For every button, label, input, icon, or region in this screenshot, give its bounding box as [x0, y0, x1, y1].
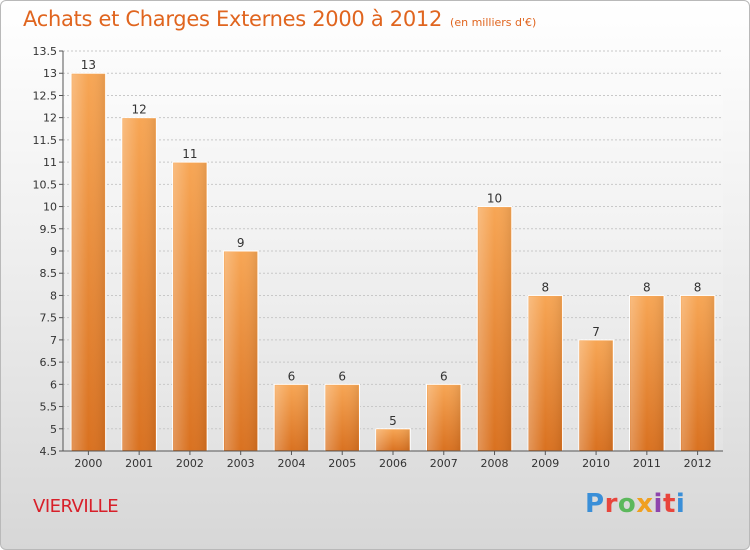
bar-shine-2010 — [579, 340, 613, 450]
x-tick-label-2010: 2010 — [582, 457, 610, 470]
y-tick-label: 11.5 — [33, 134, 58, 147]
y-tick-label: 7 — [50, 334, 57, 347]
bar-shine-2004 — [275, 385, 308, 450]
value-label-2003: 9 — [237, 236, 245, 250]
proxiti-logo[interactable]: Proxiti — [585, 489, 686, 519]
axis-layer: 4.5 5 5.5 6 6.5 7 7.5 8 8.5 9 9.5 10 10.5 11 11.5 12 12.… — [33, 45, 723, 470]
y-tick-label: 6.5 — [40, 356, 58, 369]
bars-layer — [70, 72, 716, 452]
y-tick-label: 10 — [43, 201, 57, 214]
x-tick-label-2003: 2003 — [227, 457, 255, 470]
x-tick-label-2001: 2001 — [125, 457, 153, 470]
y-tick-label: 7.5 — [40, 312, 58, 325]
value-label-2010: 7 — [592, 325, 600, 339]
x-tick-label-2006: 2006 — [379, 457, 407, 470]
value-label-2001: 12 — [132, 103, 147, 117]
y-tick-label: 13.5 — [33, 45, 58, 58]
x-tick-label-2009: 2009 — [531, 457, 559, 470]
value-label-2004: 6 — [288, 369, 296, 383]
place-name: VIERVILLE — [33, 496, 119, 517]
value-label-2011: 8 — [643, 280, 651, 294]
grid-layer — [63, 50, 723, 452]
x-tick-label-2008: 2008 — [481, 457, 509, 470]
bar-shine-2012 — [681, 296, 714, 450]
value-label-2005: 6 — [338, 369, 346, 383]
value-label-2012: 8 — [694, 280, 702, 294]
bar-shine-2003 — [224, 252, 257, 450]
labels-layer: 13 12 11 9 6 6 5 6 10 8 7 8 8 — [81, 58, 702, 428]
bar-shine-2000 — [72, 74, 105, 450]
y-tick-label: 5.5 — [40, 401, 58, 414]
bar-shine-2002 — [173, 163, 207, 450]
x-tick-label-2012: 2012 — [684, 457, 712, 470]
y-tick-label: 12.5 — [33, 89, 58, 102]
x-tick-label-2011: 2011 — [633, 457, 661, 470]
y-tick-label: 4.5 — [40, 445, 58, 458]
bar-shine-2008 — [478, 207, 511, 450]
x-tick-label-2007: 2007 — [430, 457, 458, 470]
y-tick-label: 11 — [43, 156, 57, 169]
bar-shine-2001 — [122, 118, 156, 451]
x-tick-label-2002: 2002 — [176, 457, 204, 470]
chart-title-text: Achats et Charges Externes 2000 à 2012 — [23, 7, 443, 31]
value-label-2006: 5 — [389, 414, 397, 428]
y-tick-label: 8 — [50, 289, 57, 302]
x-tick-label-2005: 2005 — [328, 457, 356, 470]
x-tick-label-2004: 2004 — [277, 457, 305, 470]
bar-shine-2006 — [376, 429, 410, 450]
y-tick-label: 9 — [50, 245, 57, 258]
y-tick-label: 5 — [50, 423, 57, 436]
bar-shine-2007 — [427, 385, 461, 450]
value-label-2000: 13 — [81, 58, 96, 72]
bar-shine-2009 — [529, 296, 562, 450]
bar-shine-2005 — [325, 385, 359, 450]
value-label-2009: 8 — [541, 280, 549, 294]
x-tick-label-2000: 2000 — [74, 457, 102, 470]
chart-subtitle: (en milliers d'€) — [450, 16, 537, 29]
value-label-2007: 6 — [440, 369, 448, 383]
y-tick-label: 13 — [43, 67, 57, 80]
y-tick-label: 10.5 — [33, 178, 58, 191]
bar-shine-2011 — [630, 296, 664, 450]
y-tick-label: 8.5 — [40, 267, 58, 280]
value-label-2002: 11 — [182, 147, 197, 161]
y-tick-label: 12 — [43, 112, 57, 125]
y-tick-label: 9.5 — [40, 223, 58, 236]
value-label-2008: 10 — [487, 192, 502, 206]
y-tick-label: 6 — [50, 378, 57, 391]
chart-title: Achats et Charges Externes 2000 à 2012 (e… — [23, 7, 536, 31]
